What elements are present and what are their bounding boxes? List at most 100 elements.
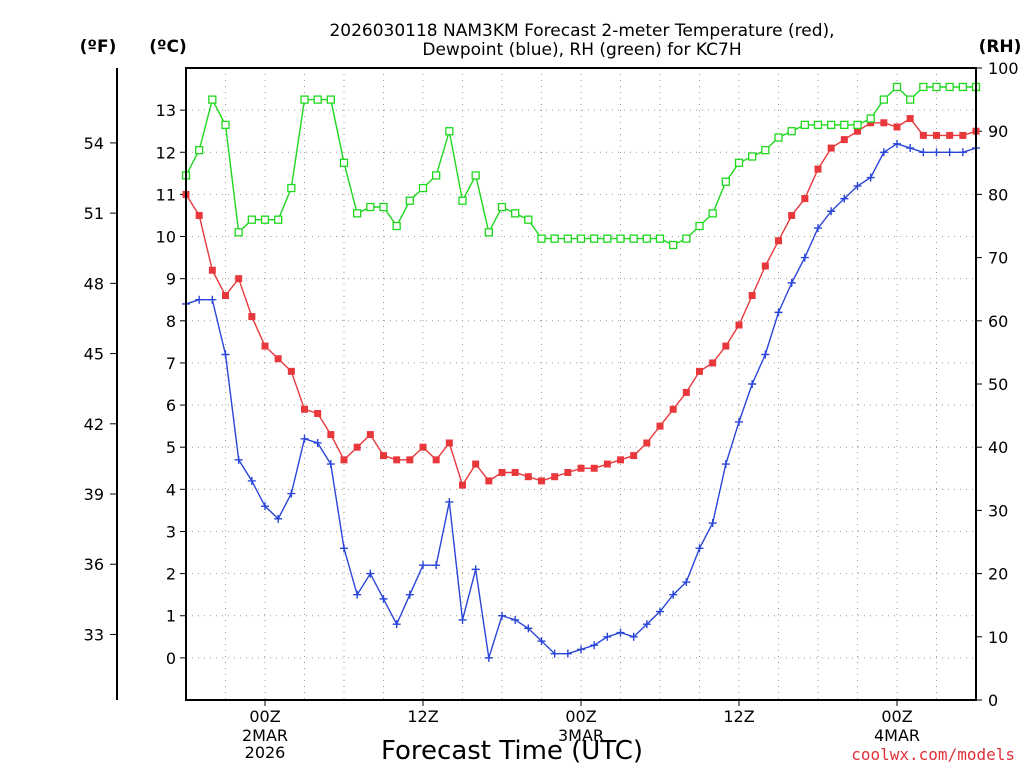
temperature-point [393,456,401,464]
dewpoint-point [879,148,888,157]
axis-ticks: 0123456789101112133336394245485154010203… [84,59,1019,762]
dewpoint-point [208,295,217,304]
temperature-point [274,355,282,363]
celsius-tick-label: 12 [156,143,176,162]
celsius-tick-label: 6 [166,396,176,415]
temperature-point [617,456,624,464]
rh-point [748,152,757,161]
temperature-point [801,195,809,203]
rh-point [840,120,849,130]
dewpoint-point [300,434,309,443]
temperature-point [959,131,967,139]
temperature-point [682,388,690,396]
rh-point [274,215,283,224]
celsius-tick-label: 11 [156,185,176,204]
temperature-point [366,431,374,439]
rh-point [221,120,230,130]
dewpoint-point [498,611,506,620]
grid-lines [186,68,976,700]
temperature-point [867,119,875,127]
dewpoint-point [761,350,770,359]
rh-point [260,215,270,224]
temperature-point [893,123,901,131]
temperature-point [761,262,769,270]
dewpoint-point [958,148,967,157]
rh-tick-label: 80 [988,185,1008,204]
x-tick-label: 12Z [407,707,438,726]
temperature-point [814,165,822,173]
series-layer [181,82,981,662]
dewpoint-point [195,295,204,304]
rh-point [497,202,507,212]
rh-point [392,221,401,231]
celsius-unit-label: (ºC) [149,37,187,57]
temperature-point [327,431,335,439]
rh-point [958,82,967,92]
rh-point [432,171,441,180]
series-dewpoint [182,139,980,662]
series-rh [181,82,981,250]
temperature-point [748,292,756,300]
rh-point [682,234,691,243]
fahrenheit-tick-label: 45 [84,345,104,364]
dewpoint-point [458,615,467,624]
dewpoint-point [471,565,480,574]
temperature-point [906,115,914,123]
dewpoint-point [800,253,809,262]
rh-point [563,234,572,243]
rh-point [695,221,704,231]
temperature-point [946,131,954,139]
dewpoint-point [484,653,493,662]
temperature-point [643,439,651,447]
dewpoint-point [866,173,875,182]
temperature-point [840,136,848,144]
temperature-point [709,359,717,367]
rh-point [234,228,243,237]
temperature-point [630,452,638,460]
temperature-point [222,292,229,300]
dewpoint-point [234,455,243,464]
rh-point [813,120,823,130]
temperature-point [696,367,703,375]
dewpoint-point [353,590,362,599]
rh-point [550,234,559,243]
temperature-point [301,405,308,413]
rh-point [734,158,744,167]
rh-point [616,234,625,243]
dewpoint-point [326,460,335,469]
dewpoint-point [893,139,901,148]
credit-text: coolwx.com/models [851,745,1015,764]
dewpoint-point [603,632,612,641]
dewpoint-point [287,489,296,498]
fahrenheit-tick-label: 42 [84,415,104,434]
rh-point [827,120,836,130]
rh-point [458,196,467,205]
rh-tick-label: 60 [988,312,1008,331]
temperature-point [498,468,506,476]
dewpoint-point [340,544,348,553]
temperature-point [353,443,361,451]
dewpoint-point [708,519,717,528]
dewpoint-point [735,417,743,426]
dewpoint-point [853,181,862,190]
rh-point [511,209,520,218]
temperature-point [459,481,466,489]
dewpoint-point [221,350,230,359]
rh-point [590,234,599,243]
plot-frame [185,67,977,701]
rh-point [787,127,796,136]
dewpoint-point [550,649,559,658]
temperature-point [880,119,888,127]
dewpoint-point [261,502,269,511]
rh-point [761,146,770,155]
rh-point [774,133,783,142]
rh-point [642,234,651,243]
rh-point [418,183,428,193]
rh-point [247,215,256,224]
rh-point [379,202,388,212]
rh-point [471,171,480,180]
dewpoint-point [577,645,585,654]
rh-point [892,82,902,92]
dewpoint-point [840,194,849,203]
